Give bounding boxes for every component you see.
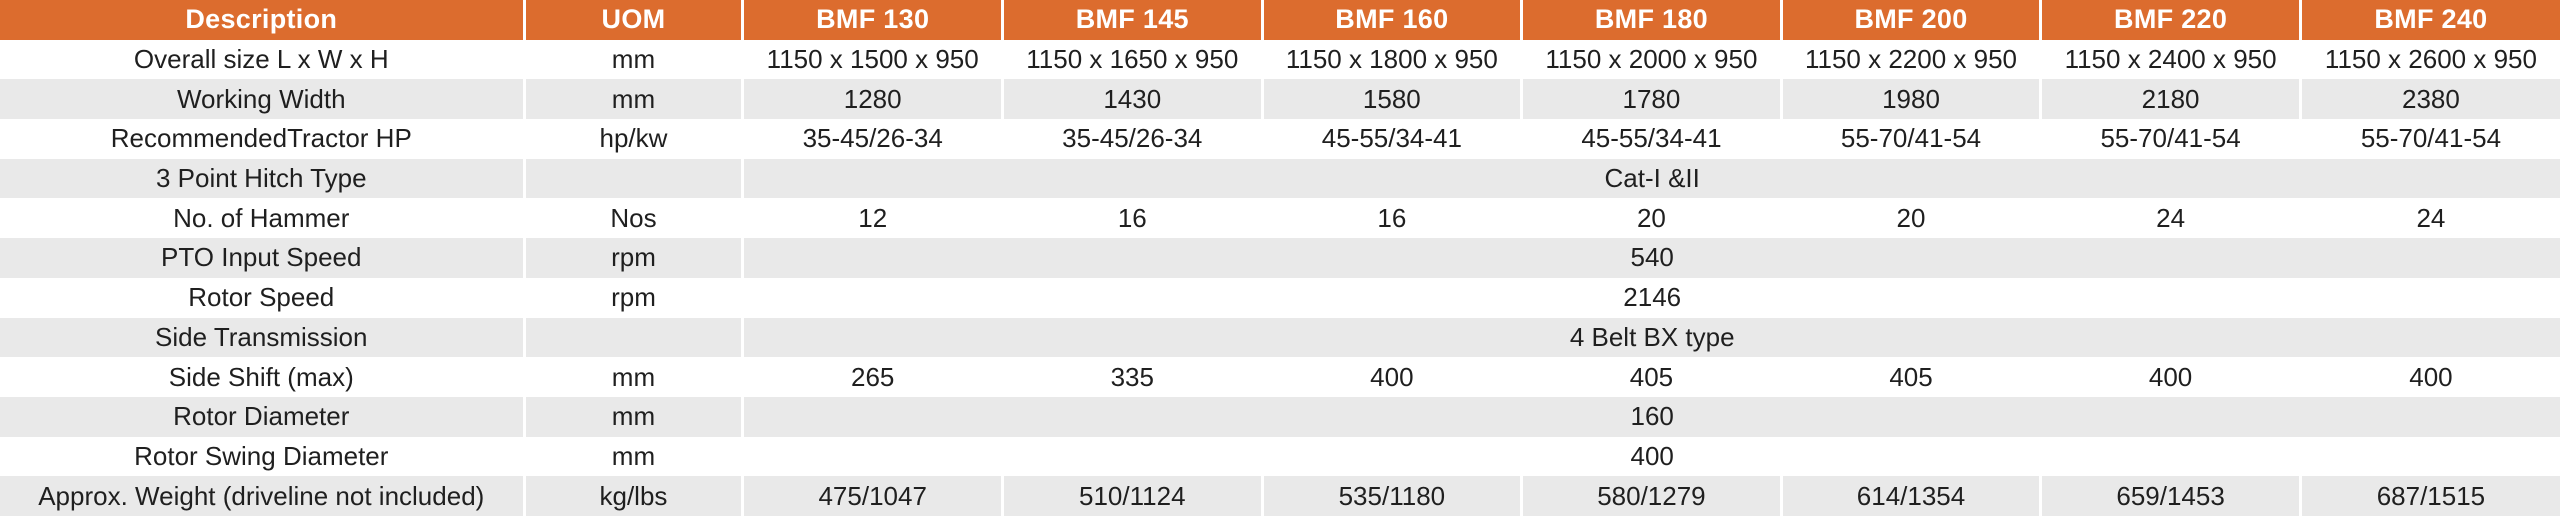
table-row-hitch-type: 3 Point Hitch Type Cat-I &II <box>0 158 2560 199</box>
uom-cell: mm <box>524 79 745 120</box>
value-cell: 1150 x 1500 x 950 <box>742 39 1004 80</box>
header-row: Description UOM BMF 130 BMF 145 BMF 160 … <box>0 0 2560 40</box>
uom-cell: mm <box>524 396 745 437</box>
description-cell: Side Shift (max) <box>0 357 526 397</box>
value-cell: 1580 <box>1262 79 1524 120</box>
table-row-rotor-speed: Rotor Speed rpm 2146 <box>0 277 2560 318</box>
value-cell: 265 <box>742 357 1004 397</box>
value-cell: 1780 <box>1521 79 1783 120</box>
table-row-side-shift: Side Shift (max) mm 265 335 400 405 405 … <box>0 357 2560 397</box>
table-row-pto-speed: PTO Input Speed rpm 540 <box>0 238 2560 278</box>
table-row-working-width: Working Width mm 1280 1430 1580 1780 198… <box>0 79 2560 120</box>
value-cell: 1150 x 2200 x 950 <box>1781 39 2043 80</box>
value-cell: 24 <box>2300 198 2560 239</box>
value-cell: 55-70/41-54 <box>1781 119 2043 159</box>
uom-cell <box>524 317 745 358</box>
uom-cell: mm <box>524 436 745 477</box>
value-cell: 1150 x 1800 x 950 <box>1262 39 1524 80</box>
description-cell: Working Width <box>0 79 526 120</box>
value-cell: 580/1279 <box>1521 476 1783 516</box>
value-cell: 405 <box>1781 357 2043 397</box>
value-cell: 24 <box>2040 198 2302 239</box>
value-cell: 1150 x 2600 x 950 <box>2300 39 2560 80</box>
value-cell: 510/1124 <box>1002 476 1264 516</box>
value-cell: 45-55/34-41 <box>1262 119 1524 159</box>
description-cell: Overall size L x W x H <box>0 39 526 80</box>
value-cell: 35-45/26-34 <box>1002 119 1264 159</box>
uom-cell: mm <box>524 39 745 80</box>
value-cell: 16 <box>1002 198 1264 239</box>
column-header-bmf-200: BMF 200 <box>1781 0 2043 40</box>
uom-cell: Nos <box>524 198 745 239</box>
description-cell: Approx. Weight (driveline not included) <box>0 476 526 516</box>
merged-value-cell: 2146 <box>742 277 2560 318</box>
value-cell: 16 <box>1262 198 1524 239</box>
column-header-bmf-220: BMF 220 <box>2040 0 2302 40</box>
value-cell: 1150 x 1650 x 950 <box>1002 39 1264 80</box>
value-cell: 1280 <box>742 79 1004 120</box>
table-row-side-transmission: Side Transmission 4 Belt BX type <box>0 317 2560 358</box>
description-cell: PTO Input Speed <box>0 238 526 278</box>
uom-cell: rpm <box>524 238 745 278</box>
uom-cell <box>524 158 745 199</box>
description-cell: RecommendedTractor HP <box>0 119 526 159</box>
uom-cell: mm <box>524 357 745 397</box>
value-cell: 55-70/41-54 <box>2300 119 2560 159</box>
value-cell: 45-55/34-41 <box>1521 119 1783 159</box>
description-cell: Rotor Diameter <box>0 396 526 437</box>
value-cell: 20 <box>1781 198 2043 239</box>
value-cell: 400 <box>1262 357 1524 397</box>
merged-value-cell: 400 <box>742 436 2560 477</box>
value-cell: 12 <box>742 198 1004 239</box>
value-cell: 659/1453 <box>2040 476 2302 516</box>
table-row-rotor-diameter: Rotor Diameter mm 160 <box>0 396 2560 437</box>
column-header-bmf-145: BMF 145 <box>1002 0 1264 40</box>
value-cell: 20 <box>1521 198 1783 239</box>
value-cell: 475/1047 <box>742 476 1004 516</box>
table-row-tractor-hp: RecommendedTractor HP hp/kw 35-45/26-34 … <box>0 119 2560 159</box>
uom-cell: kg/lbs <box>524 476 745 516</box>
table-row-hammer-count: No. of Hammer Nos 12 16 16 20 20 24 24 <box>0 198 2560 239</box>
value-cell: 1150 x 2000 x 950 <box>1521 39 1783 80</box>
value-cell: 1980 <box>1781 79 2043 120</box>
table-header: Description UOM BMF 130 BMF 145 BMF 160 … <box>0 0 2560 40</box>
value-cell: 1150 x 2400 x 950 <box>2040 39 2302 80</box>
value-cell: 687/1515 <box>2300 476 2560 516</box>
merged-value-cell: 160 <box>742 396 2560 437</box>
merged-value-cell: Cat-I &II <box>742 158 2560 199</box>
value-cell: 2180 <box>2040 79 2302 120</box>
table-row-overall-size: Overall size L x W x H mm 1150 x 1500 x … <box>0 39 2560 80</box>
description-cell: No. of Hammer <box>0 198 526 239</box>
column-header-bmf-240: BMF 240 <box>2300 0 2560 40</box>
description-cell: Side Transmission <box>0 317 526 358</box>
value-cell: 400 <box>2300 357 2560 397</box>
value-cell: 55-70/41-54 <box>2040 119 2302 159</box>
merged-value-cell: 540 <box>742 238 2560 278</box>
column-header-bmf-130: BMF 130 <box>742 0 1004 40</box>
column-header-uom: UOM <box>524 0 745 40</box>
merged-value-cell: 4 Belt BX type <box>742 317 2560 358</box>
value-cell: 1430 <box>1002 79 1264 120</box>
value-cell: 614/1354 <box>1781 476 2043 516</box>
value-cell: 400 <box>2040 357 2302 397</box>
description-cell: Rotor Swing Diameter <box>0 436 526 477</box>
value-cell: 2380 <box>2300 79 2560 120</box>
description-cell: 3 Point Hitch Type <box>0 158 526 199</box>
table-body: Overall size L x W x H mm 1150 x 1500 x … <box>0 39 2560 516</box>
table-row-approx-weight: Approx. Weight (driveline not included) … <box>0 476 2560 516</box>
table-row-rotor-swing-diameter: Rotor Swing Diameter mm 400 <box>0 436 2560 477</box>
column-header-bmf-180: BMF 180 <box>1521 0 1783 40</box>
uom-cell: hp/kw <box>524 119 745 159</box>
value-cell: 35-45/26-34 <box>742 119 1004 159</box>
value-cell: 405 <box>1521 357 1783 397</box>
description-cell: Rotor Speed <box>0 277 526 318</box>
value-cell: 335 <box>1002 357 1264 397</box>
column-header-bmf-160: BMF 160 <box>1262 0 1524 40</box>
value-cell: 535/1180 <box>1262 476 1524 516</box>
column-header-description: Description <box>0 0 526 40</box>
uom-cell: rpm <box>524 277 745 318</box>
